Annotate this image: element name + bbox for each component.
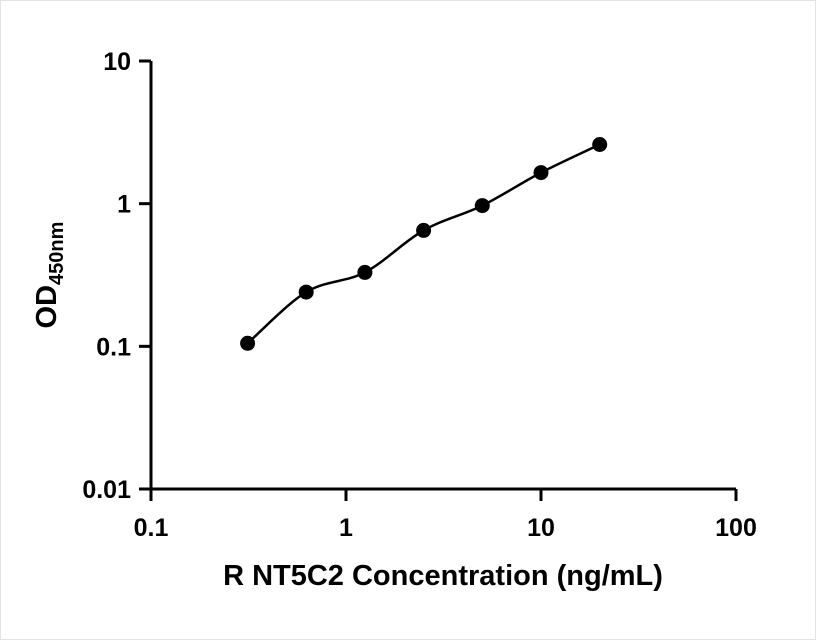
data-point bbox=[533, 165, 549, 181]
data-point bbox=[240, 335, 256, 351]
data-point bbox=[357, 264, 373, 280]
y-tick-label: 1 bbox=[117, 191, 131, 219]
axes bbox=[149, 61, 736, 491]
y-tick-group: 0.01 0.1 1 10 bbox=[82, 48, 151, 504]
data-point bbox=[474, 198, 490, 214]
x-tick-label: 1 bbox=[339, 514, 353, 542]
y-axis-title: OD450nm bbox=[31, 222, 68, 329]
x-axis-title: R NT5C2 Concentration (ng/mL) bbox=[223, 560, 663, 592]
y-axis-title-main: OD bbox=[31, 285, 63, 329]
data-point bbox=[592, 137, 608, 152]
series-group bbox=[240, 137, 608, 351]
x-tick-label: 10 bbox=[527, 514, 555, 542]
y-tick-label: 0.1 bbox=[96, 333, 131, 361]
x-tick-group: 0.1 1 10 100 bbox=[134, 489, 757, 542]
y-axis-title-sub: 450nm bbox=[46, 222, 68, 285]
data-point bbox=[298, 284, 314, 300]
x-tick-label: 0.1 bbox=[134, 514, 169, 542]
y-tick-label: 0.01 bbox=[82, 476, 131, 504]
data-point bbox=[416, 222, 432, 238]
x-tick-label: 100 bbox=[715, 514, 757, 542]
y-tick-label: 10 bbox=[103, 48, 131, 76]
